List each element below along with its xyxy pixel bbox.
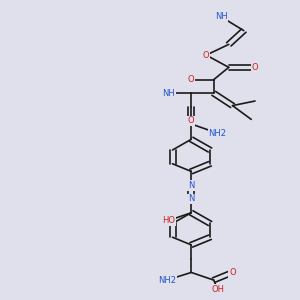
Text: OH: OH: [211, 285, 224, 294]
Text: O: O: [188, 116, 195, 125]
Text: O: O: [203, 51, 210, 60]
Text: NH: NH: [162, 89, 175, 98]
Text: O: O: [188, 75, 195, 84]
Text: NH: NH: [215, 12, 228, 21]
Text: N: N: [188, 181, 194, 190]
Text: HO: HO: [162, 216, 175, 225]
Text: N: N: [188, 194, 194, 203]
Text: NH2: NH2: [208, 129, 226, 138]
Text: O: O: [252, 63, 258, 72]
Text: O: O: [229, 268, 236, 277]
Text: NH2: NH2: [158, 276, 176, 285]
